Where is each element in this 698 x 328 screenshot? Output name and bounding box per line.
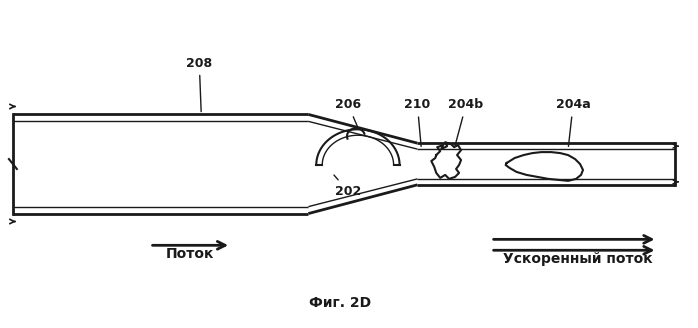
Text: 208: 208 — [186, 57, 212, 112]
Text: Поток: Поток — [166, 247, 214, 261]
Text: 202: 202 — [334, 175, 361, 198]
Text: 206: 206 — [335, 98, 362, 130]
Text: 210: 210 — [404, 98, 431, 146]
Text: 204a: 204a — [556, 98, 591, 146]
Text: 204b: 204b — [448, 98, 484, 146]
Text: Ускоренный поток: Ускоренный поток — [503, 252, 653, 266]
Text: Фиг. 2D: Фиг. 2D — [309, 296, 371, 310]
